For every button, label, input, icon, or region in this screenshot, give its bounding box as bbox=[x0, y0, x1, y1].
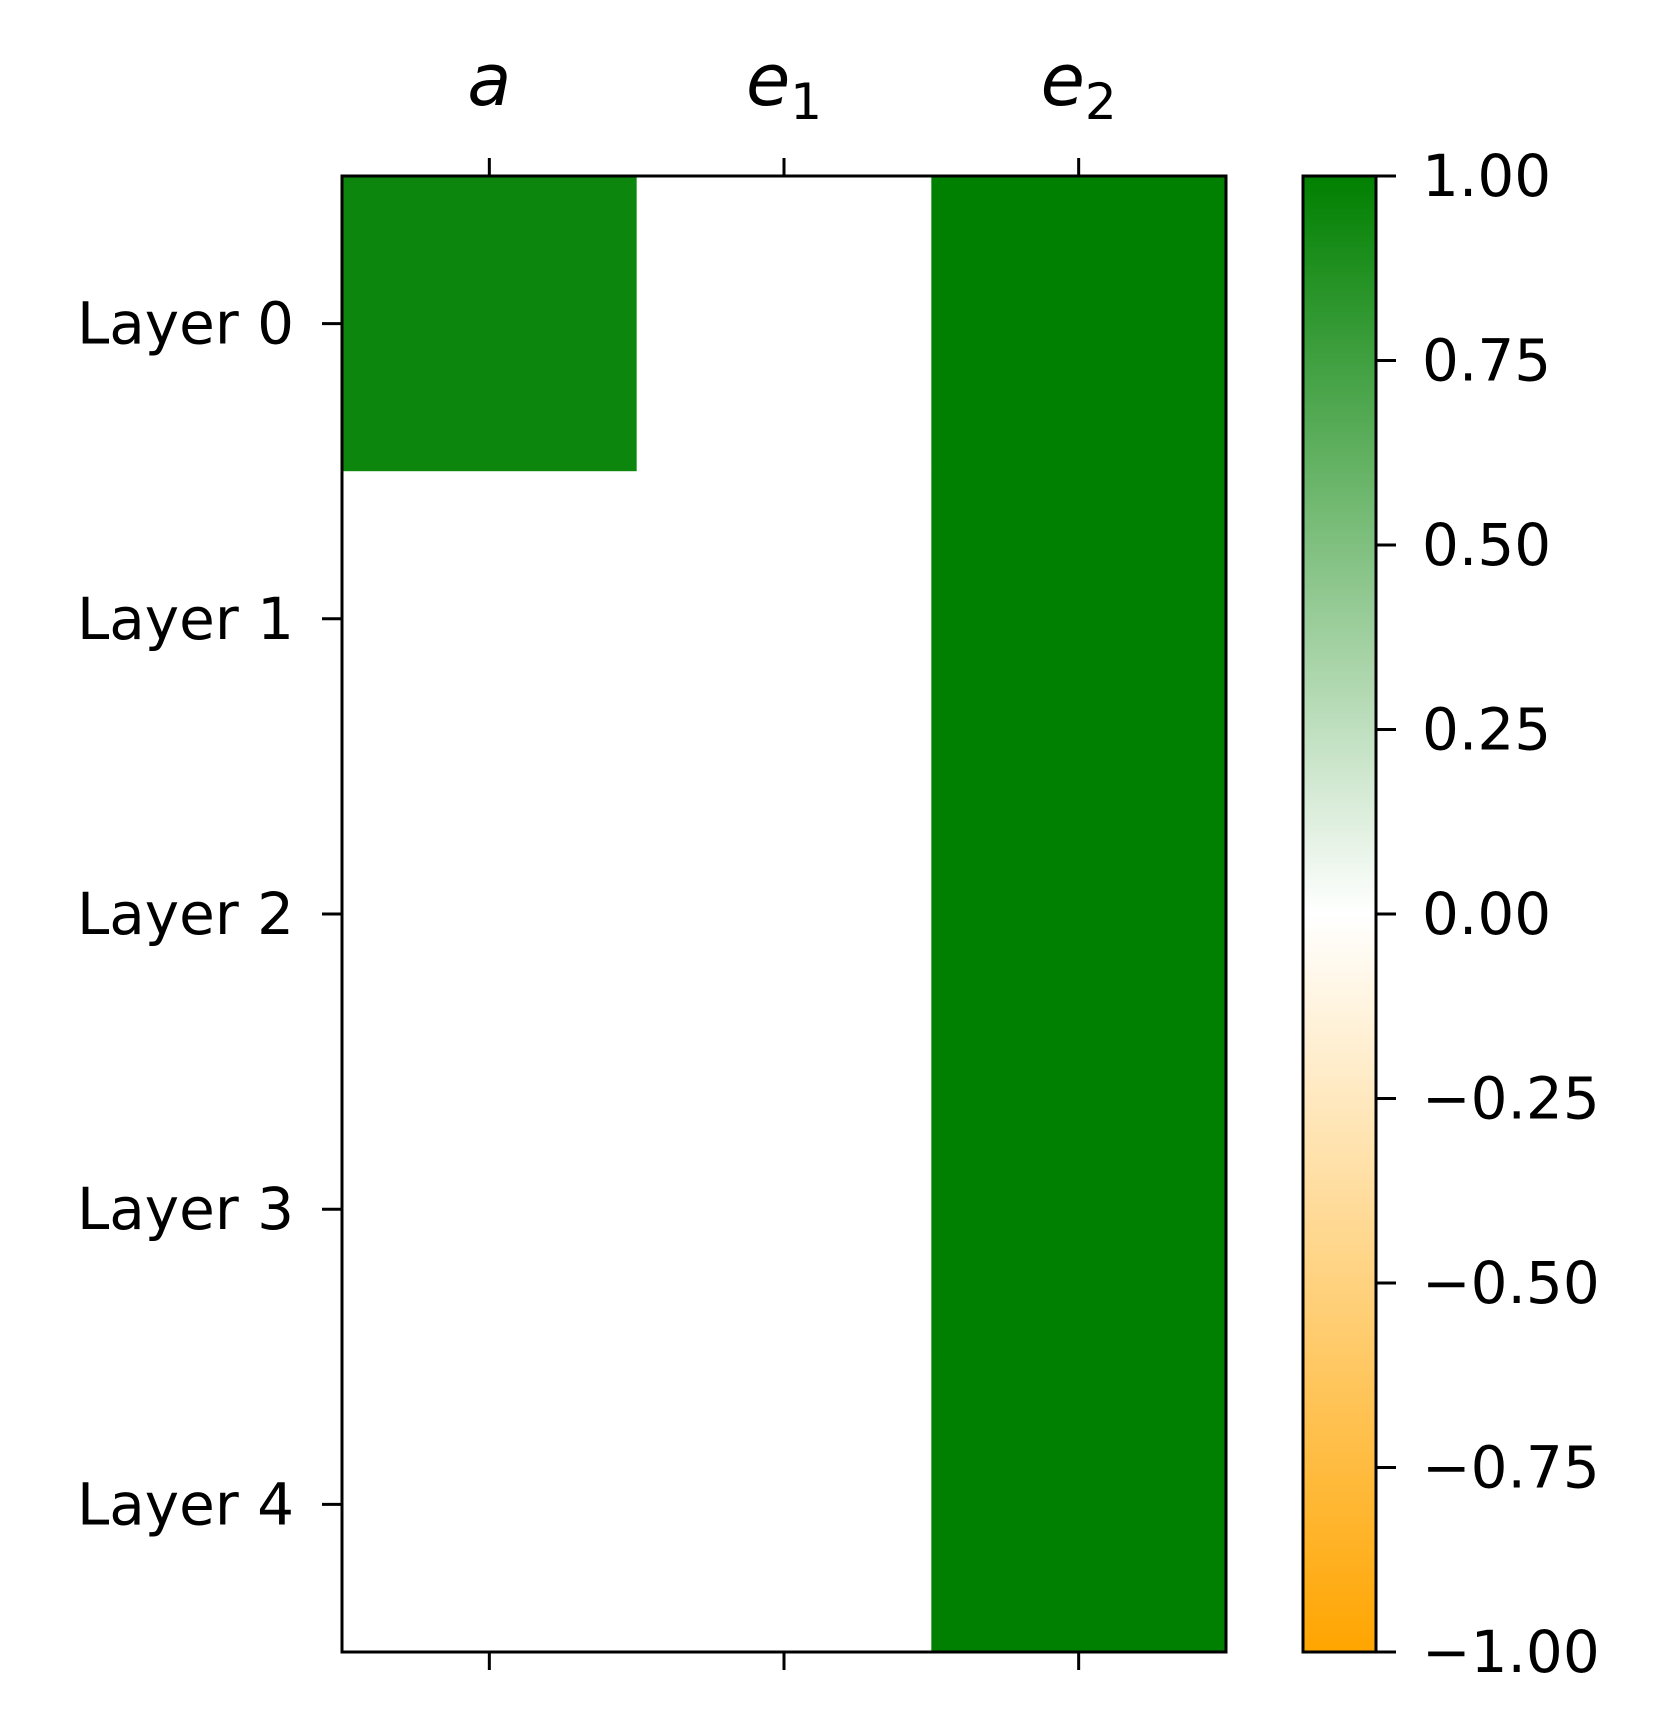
colorbar-tick-label: −0.25 bbox=[1422, 1065, 1600, 1133]
heatmap-cell bbox=[342, 1061, 638, 1358]
colorbar bbox=[1301, 174, 1378, 1654]
heatmap-cells bbox=[342, 176, 1227, 1653]
row-label: Layer 2 bbox=[77, 880, 294, 948]
row-label: Layer 4 bbox=[77, 1470, 294, 1538]
heatmap-cell bbox=[342, 1356, 638, 1653]
heatmap-cell bbox=[636, 766, 932, 1063]
colorbar-ticks: 1.00 0.75 0.50 0.25 0.00 −0.25 −0.50 −0.75 −1.00 bbox=[1376, 142, 1600, 1686]
colorbar-tick-label: 0.00 bbox=[1422, 880, 1551, 948]
heatmap-cell bbox=[636, 176, 932, 472]
column-label: e2 bbox=[1041, 38, 1117, 131]
heatmap-cell bbox=[931, 176, 1227, 472]
row-label: Layer 0 bbox=[77, 290, 294, 358]
colorbar-tick-label: 0.50 bbox=[1422, 511, 1551, 579]
colorbar-tick-label: −1.00 bbox=[1422, 1618, 1600, 1686]
heatmap-cell bbox=[931, 471, 1227, 767]
row-ticks: Layer 0 Layer 1 Layer 2 Layer 3 Layer 4 bbox=[77, 290, 342, 1538]
heatmap-cell bbox=[342, 471, 638, 767]
row-label: Layer 3 bbox=[77, 1175, 294, 1243]
column-ticks: a e1 e2 bbox=[467, 38, 1117, 1670]
heatmap-cell bbox=[636, 1356, 932, 1653]
heatmap-cell bbox=[931, 1356, 1227, 1653]
heatmap-cell bbox=[931, 1061, 1227, 1358]
colorbar-tick-label: −0.50 bbox=[1422, 1249, 1600, 1317]
heatmap-cell bbox=[342, 766, 638, 1063]
heatmap-cell bbox=[636, 1061, 932, 1358]
column-label: a bbox=[467, 38, 511, 122]
colorbar-tick-label: 0.75 bbox=[1422, 327, 1551, 395]
heatmap-cell bbox=[342, 176, 638, 472]
column-label: e1 bbox=[746, 38, 822, 131]
heatmap-cell bbox=[636, 471, 932, 767]
colorbar-tick-label: 0.25 bbox=[1422, 696, 1551, 764]
colorbar-tick-label: 1.00 bbox=[1422, 142, 1551, 210]
heatmap-cell bbox=[931, 766, 1227, 1063]
row-label: Layer 1 bbox=[77, 585, 294, 653]
colorbar-tick-label: −0.75 bbox=[1422, 1434, 1600, 1502]
